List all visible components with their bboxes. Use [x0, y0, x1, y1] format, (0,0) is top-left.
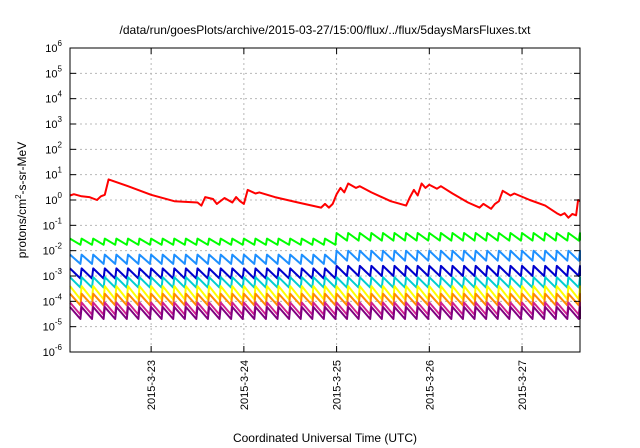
series-line-3: [69, 249, 581, 265]
x-axis-ticks: 2015-3-23 2015-3-24 2015-3-25 2015-3-26 2015…: [146, 48, 529, 410]
y-axis-label-base: protons/cm: [15, 199, 29, 258]
series-line-5: [69, 276, 581, 289]
x-tick-label: 2015-3-26: [424, 360, 436, 410]
y-tick-label: 10-5: [43, 318, 63, 334]
series-group: [69, 178, 581, 320]
y-tick-label: 10-6: [43, 343, 63, 359]
x-tick-label: 2015-3-24: [239, 360, 251, 410]
plot-frame: [69, 47, 581, 353]
series-line-7: [69, 292, 581, 307]
y-tick-label: 105: [45, 64, 62, 80]
series-line-8: [69, 301, 581, 316]
grid: [70, 48, 580, 352]
y-tick-label: 100: [45, 191, 62, 207]
series-line-9: [69, 306, 581, 320]
series-line-4: [69, 264, 581, 280]
y-tick-label: 10-4: [43, 292, 63, 308]
x-tick-label: 2015-3-25: [332, 360, 344, 410]
y-tick-label: 103: [45, 115, 62, 131]
chart-title: /data/run/goesPlots/archive/2015-03-27/1…: [120, 23, 532, 37]
y-tick-label: 10-2: [43, 242, 63, 258]
y-tick-label: 104: [45, 90, 62, 106]
series-line-6: [69, 285, 581, 301]
y-axis-label-rest: -s-sr-MeV: [15, 142, 29, 195]
y-tick-label: 106: [45, 39, 62, 55]
y-tick-label: 101: [45, 166, 62, 182]
x-tick-label: 2015-3-27: [517, 360, 529, 410]
x-axis-label: Coordinated Universal Time (UTC): [233, 431, 417, 445]
y-tick-label: 102: [45, 140, 62, 156]
y-tick-label: 10-1: [43, 216, 63, 232]
x-tick-label: 2015-3-23: [146, 360, 158, 410]
series-line-1: [69, 178, 581, 219]
y-axis-label: protons/cm2-s-sr-MeV: [14, 142, 29, 258]
y-axis-label-exp: 2: [14, 194, 23, 199]
y-axis-ticks: 10-6 10-5 10-4 10-3 10-2 10-1 100 101 102 103 104 1…: [43, 39, 580, 359]
series-line-2: [69, 232, 581, 246]
y-tick-label: 10-3: [43, 267, 63, 283]
